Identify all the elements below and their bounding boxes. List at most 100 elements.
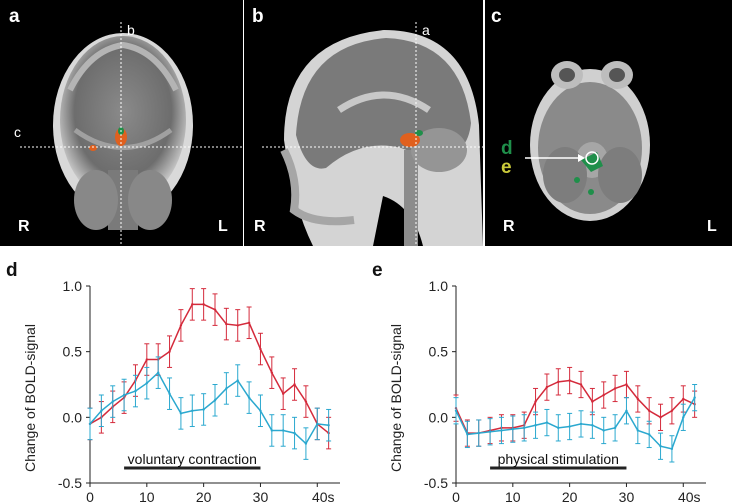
data-point [259, 409, 262, 412]
data-point [293, 383, 296, 386]
data-point [670, 409, 674, 412]
activation-blob [115, 128, 127, 146]
data-point [682, 416, 685, 419]
orientation-right: R [503, 218, 515, 235]
chart-d-svg: Change of BOLD-signal 1.0 0.5 0.0 -0.5 0 10 20… [22, 278, 340, 504]
mri-axial-panel: c d e R L [485, 0, 732, 246]
panel-label-a: a [9, 6, 20, 27]
chart-e: Change of BOLD-signal 1.0 0.5 0.0 -0.5 0 10 20… [366, 256, 732, 504]
series-line-red [455, 379, 695, 434]
x-tick-label: 0 [86, 489, 94, 504]
x-tick-label: 0 [452, 489, 460, 504]
x-tick-label: 20 [562, 489, 578, 504]
slice-label-a: a [422, 22, 430, 38]
data-point [454, 409, 458, 412]
data-point [100, 409, 103, 412]
mri-coronal-panel: a b c R L [0, 0, 243, 246]
data-point [534, 424, 537, 427]
data-point [270, 371, 274, 374]
data-point [670, 447, 674, 451]
data-point [168, 350, 171, 353]
mri-axial-image [525, 61, 650, 221]
data-point [327, 424, 330, 427]
data-point [191, 303, 194, 306]
data-point [213, 399, 217, 402]
y-tick-label: 0.0 [429, 409, 449, 425]
data-point [270, 429, 274, 432]
data-point [191, 409, 194, 412]
series-line-blue [455, 397, 696, 450]
data-point [568, 379, 571, 382]
data-point [202, 408, 205, 411]
x-tick-label: 10 [505, 489, 521, 504]
mri-sagittal-image [262, 22, 483, 246]
chart-label-e: e [372, 260, 383, 281]
data-point [591, 424, 594, 427]
x-tick-label: 40s [312, 489, 335, 504]
data-point [545, 385, 549, 389]
data-point [179, 324, 183, 327]
data-point [625, 409, 628, 412]
data-point [659, 445, 662, 448]
data-point [281, 392, 285, 395]
data-point [134, 389, 137, 393]
data-point [602, 393, 605, 397]
chart-e-svg: Change of BOLD-signal 1.0 0.5 0.0 -0.5 0 10 20… [388, 278, 706, 504]
data-point [225, 322, 228, 326]
data-point [225, 387, 228, 390]
data-point [522, 426, 526, 430]
x-tick-label: 40s [678, 489, 701, 504]
data-point [682, 397, 685, 401]
x-tick-label: 10 [139, 489, 155, 504]
orientation-right: R [18, 218, 30, 235]
data-point [88, 422, 92, 426]
condition-label: physical stimulation [498, 451, 619, 467]
data-point [236, 324, 239, 327]
data-point [591, 400, 594, 403]
y-tick-label: 0.5 [63, 344, 83, 360]
x-tick-label: 20 [196, 489, 212, 504]
data-point [557, 426, 560, 430]
data-point [213, 308, 217, 311]
mri-sagittal-panel: b a R [244, 0, 483, 246]
data-point [602, 429, 605, 432]
data-point [636, 397, 640, 401]
series-line-red [89, 303, 330, 434]
data-point [293, 431, 296, 435]
data-point [659, 416, 662, 419]
data-point [579, 383, 583, 386]
data-point [647, 409, 651, 412]
roi-label-d: d [501, 138, 513, 159]
x-tick-label: 30 [619, 489, 635, 504]
data-point [145, 358, 149, 361]
y-tick-label: 0.0 [63, 409, 83, 425]
data-point [500, 429, 503, 432]
data-point [636, 429, 640, 432]
data-point [693, 396, 696, 399]
data-point [111, 400, 114, 403]
data-point [613, 387, 617, 390]
orientation-right: R [254, 218, 266, 235]
series-line-blue [89, 371, 329, 445]
condition-label: voluntary contraction [128, 451, 257, 467]
orientation-left: L [707, 218, 717, 235]
data-point [202, 303, 205, 306]
data-point [122, 393, 126, 397]
data-point [247, 321, 251, 324]
data-point [545, 421, 549, 424]
data-point [647, 433, 651, 436]
data-point [168, 392, 171, 395]
activation-blob [400, 133, 420, 147]
data-point [466, 433, 469, 436]
panel-label-b: b [252, 6, 264, 27]
orientation-left: L [218, 218, 228, 235]
data-point [247, 396, 251, 399]
y-tick-label: -0.5 [58, 475, 82, 491]
y-tick-label: 0.5 [429, 344, 449, 360]
data-point [534, 400, 537, 403]
data-point [557, 380, 560, 384]
data-point [625, 383, 628, 386]
data-point [304, 400, 308, 403]
y-tick-label: 1.0 [429, 278, 449, 294]
data-point [145, 381, 149, 385]
